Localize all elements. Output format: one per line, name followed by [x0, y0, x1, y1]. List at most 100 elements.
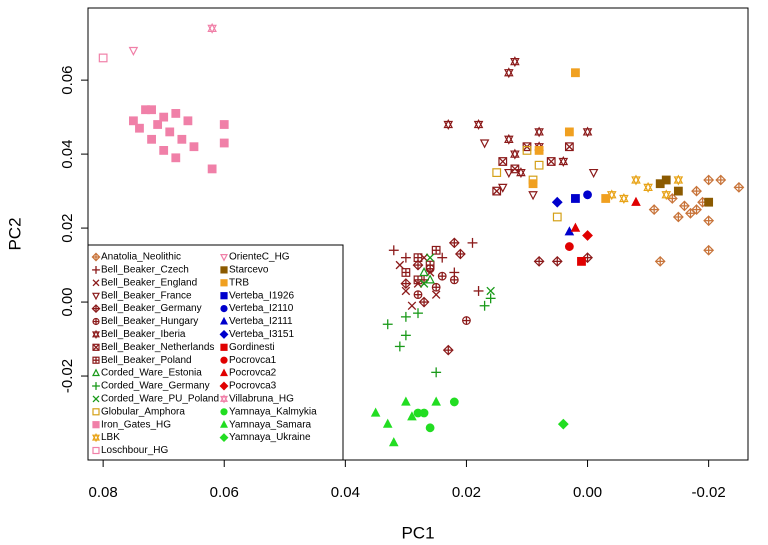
- point: [418, 296, 430, 308]
- marker-shape: [425, 274, 435, 284]
- point: [551, 196, 563, 208]
- marker-shape: [147, 105, 156, 115]
- marker-shape: [220, 408, 228, 416]
- marker-shape: [431, 396, 441, 406]
- point: [207, 22, 217, 34]
- legend-marker: [91, 252, 101, 262]
- point: [582, 126, 593, 138]
- legend-marker: [92, 446, 100, 455]
- legend-marker: [219, 329, 229, 339]
- legend-marker: [220, 408, 228, 416]
- marker-stroke: [546, 157, 556, 166]
- point: [443, 119, 454, 130]
- marker-shape: [207, 24, 217, 34]
- x-tick-label: 0.00: [573, 484, 602, 501]
- marker-shape: [177, 134, 187, 144]
- marker-shape: [92, 343, 100, 351]
- point: [486, 286, 495, 296]
- point: [654, 255, 666, 267]
- marker-shape: [419, 266, 429, 277]
- point: [207, 164, 217, 174]
- point: [425, 274, 435, 284]
- marker-stroke: [431, 290, 441, 299]
- marker-shape: [220, 316, 228, 325]
- marker-shape: [413, 408, 423, 418]
- point: [135, 123, 144, 133]
- marker-stroke: [498, 157, 508, 166]
- point: [571, 68, 580, 78]
- marker-shape: [165, 127, 175, 137]
- point: [165, 127, 175, 137]
- point: [479, 300, 490, 311]
- point: [219, 120, 229, 129]
- legend-marker: [220, 316, 228, 325]
- point: [534, 126, 544, 138]
- point: [437, 271, 447, 281]
- legend-label: Pocrovca2: [229, 368, 277, 379]
- point: [672, 211, 684, 223]
- marker-shape: [492, 168, 502, 177]
- legend-label: Bell_Beaker_Iberia: [101, 329, 186, 340]
- point: [564, 242, 574, 251]
- legend-marker: [92, 408, 100, 416]
- legend-marker: [92, 433, 100, 443]
- marker-shape: [92, 421, 100, 429]
- marker-shape: [220, 343, 228, 351]
- legend-label: Bell_Beaker_Poland: [101, 355, 192, 366]
- point: [159, 112, 169, 122]
- marker-shape: [704, 197, 714, 207]
- legend-marker: [220, 279, 228, 287]
- legend-marker: [219, 433, 229, 443]
- point: [510, 56, 520, 68]
- marker-shape: [534, 160, 544, 170]
- point: [400, 311, 411, 322]
- marker-shape: [534, 128, 544, 138]
- legend-label: TRB: [229, 277, 249, 288]
- point: [533, 255, 545, 267]
- marker-shape: [220, 266, 228, 274]
- marker-shape: [528, 179, 538, 189]
- marker-shape: [220, 279, 228, 287]
- point: [401, 268, 411, 277]
- legend-label: Bell_Beaker_France: [101, 290, 192, 301]
- marker-shape: [504, 135, 514, 145]
- y-tick-label: -0.02: [59, 359, 76, 393]
- point: [571, 194, 580, 203]
- x-tick-label: 0.06: [210, 484, 239, 501]
- marker-shape: [219, 433, 229, 443]
- marker-shape: [546, 157, 556, 166]
- marker-shape: [92, 368, 100, 377]
- legend-marker: [92, 279, 100, 287]
- point: [425, 253, 435, 262]
- point: [177, 134, 187, 144]
- legend-label: OrienteC_HG: [229, 252, 290, 263]
- marker-shape: [171, 153, 181, 163]
- marker-shape: [551, 196, 563, 208]
- marker-stroke: [419, 279, 429, 288]
- point: [704, 197, 714, 207]
- marker-shape: [583, 190, 592, 200]
- marker-shape: [449, 397, 459, 407]
- marker-stroke: [407, 301, 417, 311]
- point: [400, 330, 411, 341]
- legend-label: Iron_Gates_HG: [101, 419, 171, 430]
- marker-shape: [135, 123, 144, 133]
- marker-shape: [370, 407, 381, 417]
- marker-shape: [92, 292, 100, 301]
- point: [546, 157, 556, 166]
- point: [189, 142, 199, 152]
- point: [413, 308, 423, 319]
- legend-marker: [92, 356, 100, 364]
- point: [673, 186, 683, 196]
- marker-shape: [219, 138, 229, 148]
- point: [643, 181, 653, 193]
- point: [431, 245, 441, 255]
- legend-marker: [220, 292, 228, 300]
- marker-shape: [582, 128, 593, 138]
- point: [462, 316, 471, 325]
- marker-shape: [401, 396, 411, 406]
- marker-shape: [473, 120, 484, 130]
- point: [498, 157, 508, 166]
- marker-shape: [661, 191, 672, 201]
- point: [437, 252, 448, 263]
